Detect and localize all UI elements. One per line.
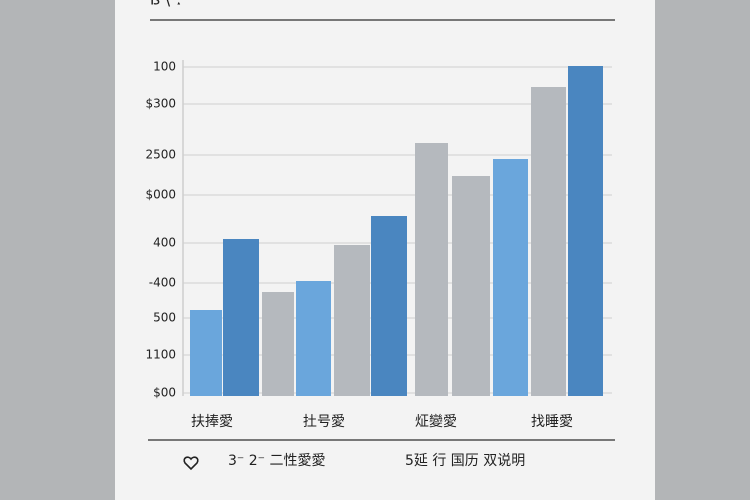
bar (568, 66, 603, 396)
y-tick-label: $00 (153, 386, 176, 400)
x-tick-label: 扶捧愛 (191, 413, 233, 430)
legend-label: 5延 行 国历 双说明 (405, 453, 525, 469)
bar (296, 281, 331, 396)
y-tick-label: 1100 (145, 348, 176, 362)
bar (415, 143, 448, 396)
y-tick-label: -400 (149, 276, 176, 290)
y-tick-label: 500 (153, 311, 176, 325)
bar (531, 87, 566, 396)
bar (371, 216, 407, 396)
chart-title: ß ⟨ ː · ʼ ⸍ ⸍ (150, 0, 228, 9)
bar (334, 245, 370, 396)
bar (452, 176, 490, 396)
legend-icon (183, 456, 199, 471)
y-tick-label: $000 (145, 188, 176, 202)
bar (493, 159, 528, 396)
x-tick-label: 扗号愛 (303, 414, 345, 430)
y-tick-label: 400 (153, 236, 176, 250)
bar (262, 292, 294, 396)
y-tick-label: 100 (153, 60, 176, 74)
bar (223, 239, 259, 396)
x-tick-label: 找睡愛 (531, 414, 573, 430)
legend-label: 3⁻ 2⁻ 二性愛愛 (228, 453, 326, 469)
y-tick-label: 2500 (145, 148, 176, 162)
y-tick-label: $300 (145, 97, 176, 111)
x-tick-label: 炡變愛 (415, 414, 457, 430)
bar (190, 310, 222, 396)
